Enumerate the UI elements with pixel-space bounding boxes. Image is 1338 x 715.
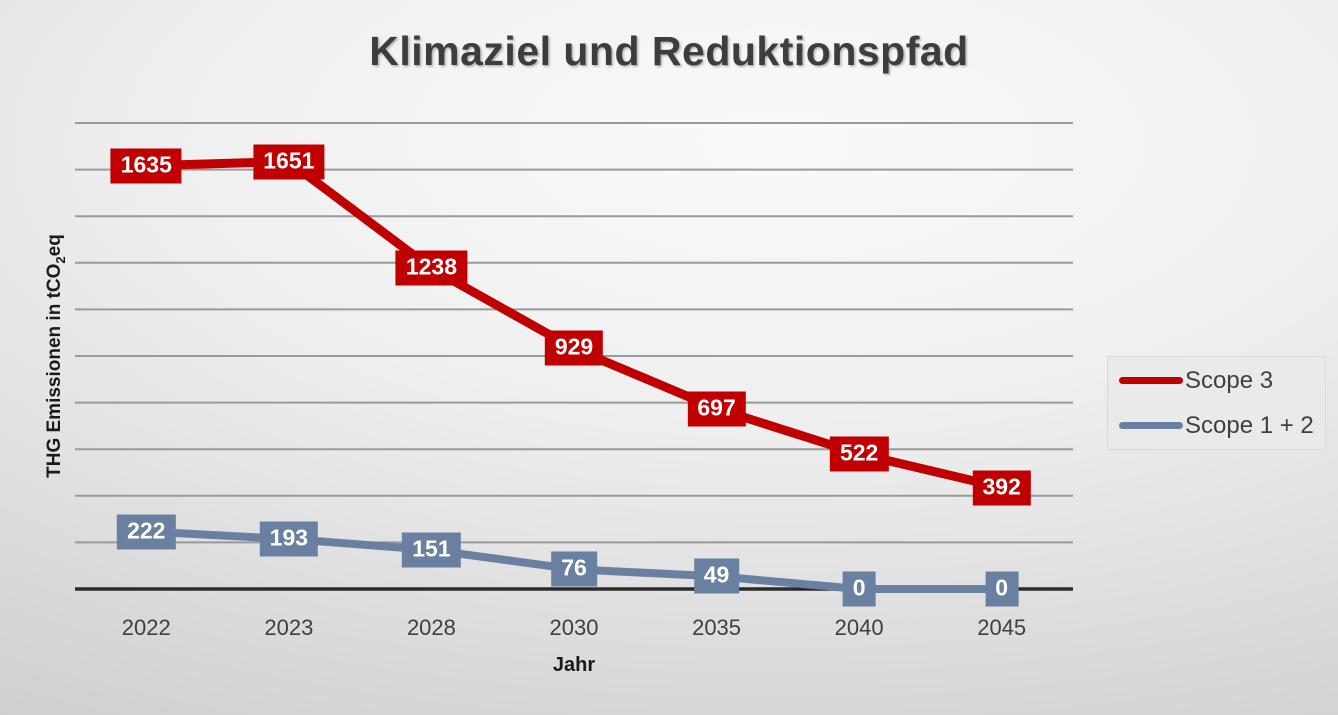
data-label: 0 [842,571,876,607]
data-label: 1238 [395,250,468,286]
y-axis-title: THG Emissionen in tCO2eq [44,234,68,478]
x-tick-label: 2030 [549,615,599,640]
data-label: 49 [693,558,740,594]
data-label: 151 [402,532,461,568]
x-tick-label: 2035 [692,615,742,640]
x-tick-label: 2028 [406,615,456,640]
data-label: 522 [829,436,889,472]
legend: Scope 3 Scope 1 + 2 [1107,356,1326,450]
x-tick-label: 2023 [264,615,314,640]
legend-label-scope3: Scope 3 [1185,366,1274,394]
chart-title: Klimaziel und Reduktionspfad [369,28,969,74]
subscript-2: 2 [52,256,68,264]
data-label: 193 [259,521,319,557]
legend-item-scope1-2: Scope 1 + 2 [1119,412,1325,440]
legend-label-scope1-2: Scope 1 + 2 [1185,411,1314,439]
data-label: 1651 [253,144,325,180]
data-label: 1635 [110,148,182,184]
data-label: 697 [687,391,746,427]
x-axis-title: Jahr [552,654,596,676]
legend-item-scope3: Scope 3 [1119,367,1325,395]
data-label: 222 [117,514,176,550]
x-tick-label: 2040 [834,615,884,640]
scope3-line-swatch-icon [1119,377,1183,384]
x-tick-label: 2022 [121,615,171,640]
x-tick-label: 2045 [977,615,1027,640]
data-label: 929 [544,330,604,366]
data-label: 0 [985,571,1019,607]
data-label: 76 [551,551,597,587]
data-label: 392 [972,470,1031,505]
scope1-2-line-swatch-icon [1119,422,1183,429]
